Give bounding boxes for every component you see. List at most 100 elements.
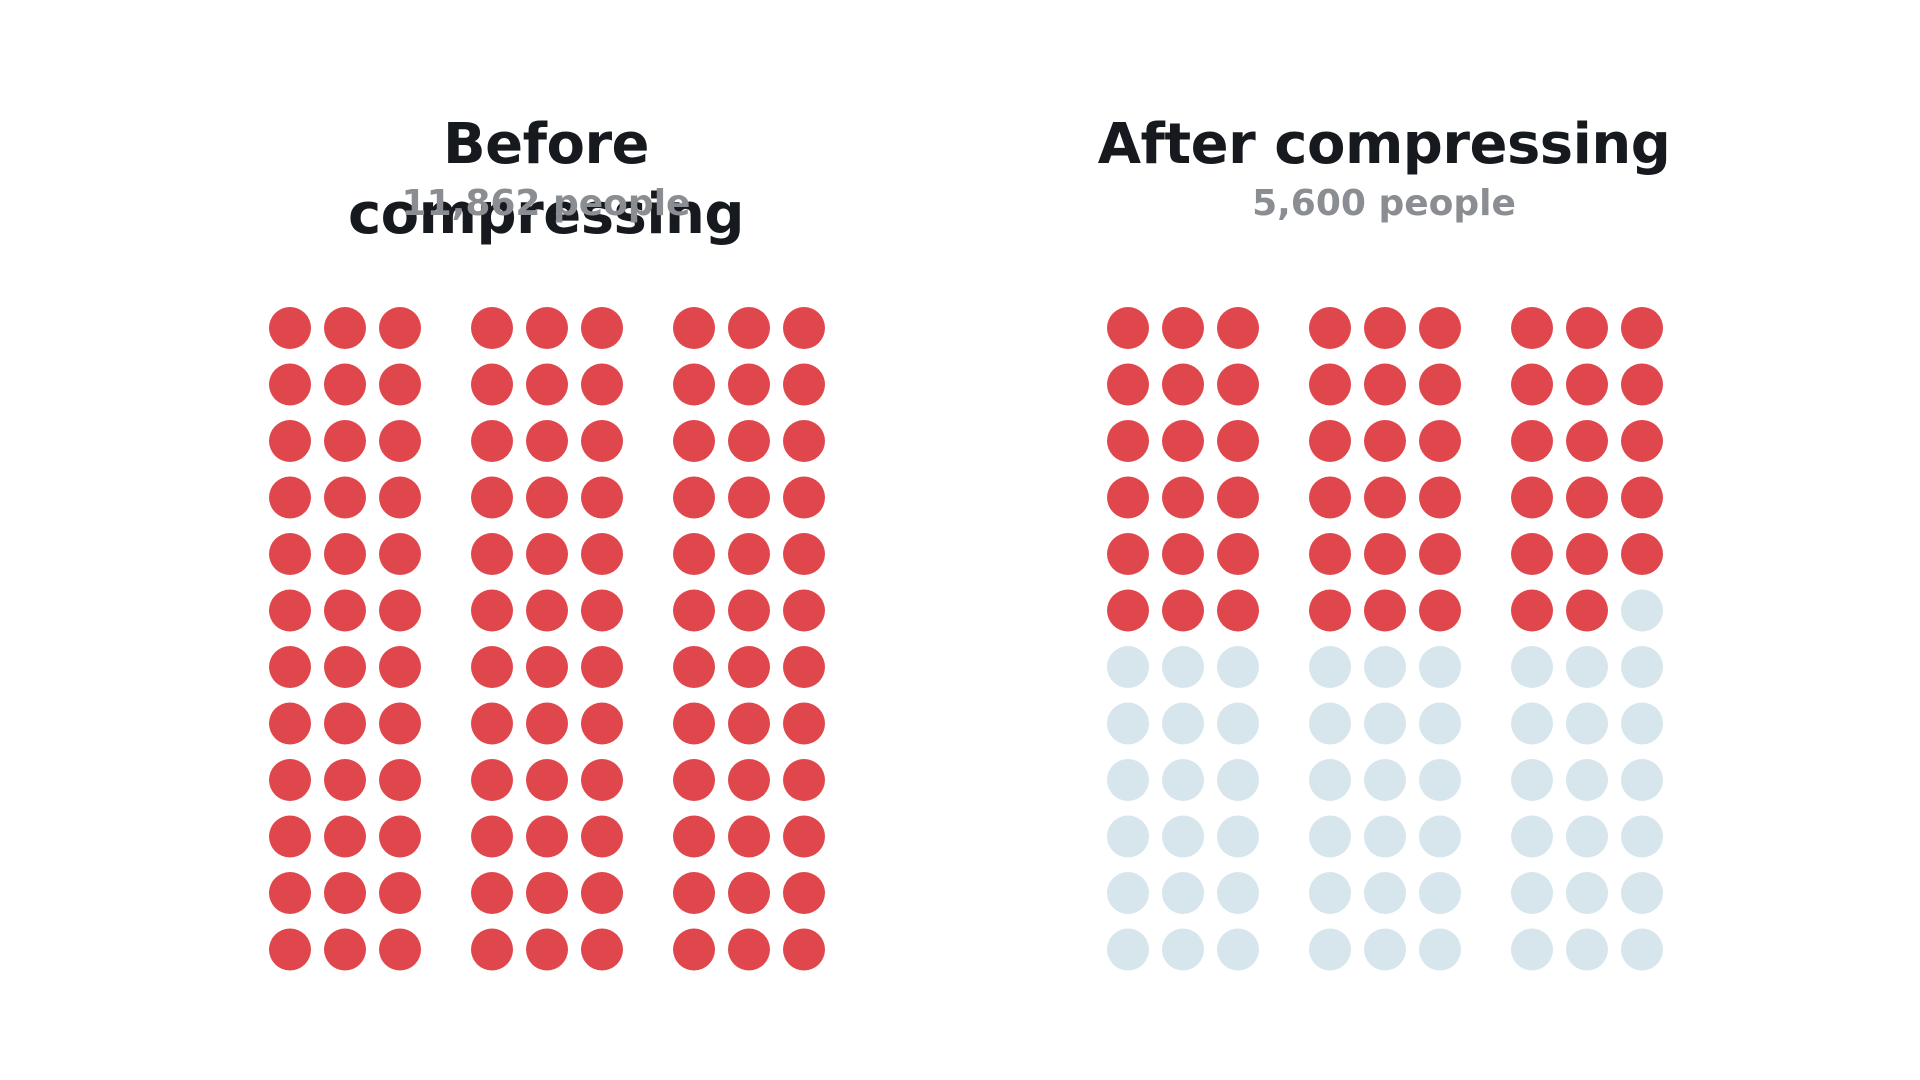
filled-dot (673, 759, 715, 801)
filled-dot (471, 702, 513, 745)
filled-dot (1511, 363, 1553, 406)
filled-dot (1621, 363, 1663, 406)
filled-dot (526, 928, 568, 971)
filled-dot (324, 420, 366, 462)
empty-dot (1364, 872, 1406, 914)
filled-dot (324, 759, 366, 801)
empty-dot (1566, 872, 1608, 914)
empty-dot (1162, 815, 1204, 858)
filled-dot (526, 476, 568, 519)
filled-dot (1162, 533, 1204, 575)
filled-dot (324, 589, 366, 632)
filled-dot (1107, 589, 1149, 632)
filled-dot (471, 759, 513, 801)
empty-dot (1107, 702, 1149, 745)
filled-dot (269, 872, 311, 914)
empty-dot (1419, 928, 1461, 971)
filled-dot (1621, 420, 1663, 462)
filled-dot (673, 363, 715, 406)
filled-dot (471, 815, 513, 858)
filled-dot (471, 589, 513, 632)
filled-dot (269, 928, 311, 971)
empty-dot (1419, 872, 1461, 914)
empty-dot (1511, 759, 1553, 801)
filled-dot (1107, 420, 1149, 462)
filled-dot (1364, 589, 1406, 632)
empty-dot (1162, 759, 1204, 801)
filled-dot (324, 815, 366, 858)
filled-dot (581, 589, 623, 632)
empty-dot (1419, 759, 1461, 801)
filled-dot (1364, 363, 1406, 406)
filled-dot (324, 363, 366, 406)
filled-dot (526, 589, 568, 632)
filled-dot (1419, 589, 1461, 632)
filled-dot (379, 533, 421, 575)
filled-dot (1309, 589, 1351, 632)
empty-dot (1217, 928, 1259, 971)
filled-dot (379, 307, 421, 349)
filled-dot (269, 815, 311, 858)
filled-dot (783, 759, 825, 801)
filled-dot (1419, 420, 1461, 462)
filled-dot (581, 646, 623, 688)
filled-dot (526, 646, 568, 688)
empty-dot (1419, 646, 1461, 688)
filled-dot (1217, 420, 1259, 462)
filled-dot (783, 307, 825, 349)
filled-dot (673, 476, 715, 519)
filled-dot (269, 589, 311, 632)
filled-dot (1162, 420, 1204, 462)
filled-dot (673, 928, 715, 971)
filled-dot (728, 646, 770, 688)
chart-subtitle: 11,862 people (401, 183, 691, 224)
filled-dot (728, 533, 770, 575)
filled-dot (1107, 533, 1149, 575)
filled-dot (728, 476, 770, 519)
empty-dot (1364, 815, 1406, 858)
empty-dot (1364, 646, 1406, 688)
empty-dot (1217, 872, 1259, 914)
filled-dot (673, 533, 715, 575)
filled-dot (1162, 589, 1204, 632)
empty-dot (1309, 702, 1351, 745)
filled-dot (673, 872, 715, 914)
empty-dot (1566, 702, 1608, 745)
filled-dot (1364, 307, 1406, 349)
filled-dot (269, 646, 311, 688)
filled-dot (783, 815, 825, 858)
filled-dot (673, 815, 715, 858)
filled-dot (728, 420, 770, 462)
filled-dot (1107, 363, 1149, 406)
filled-dot (526, 363, 568, 406)
filled-dot (1419, 307, 1461, 349)
filled-dot (581, 928, 623, 971)
empty-dot (1107, 872, 1149, 914)
filled-dot (269, 702, 311, 745)
empty-dot (1309, 872, 1351, 914)
filled-dot (673, 307, 715, 349)
empty-dot (1162, 646, 1204, 688)
empty-dot (1364, 928, 1406, 971)
filled-dot (1511, 476, 1553, 519)
empty-dot (1162, 872, 1204, 914)
filled-dot (1162, 476, 1204, 519)
filled-dot (673, 646, 715, 688)
empty-dot (1107, 759, 1149, 801)
filled-dot (526, 420, 568, 462)
filled-dot (324, 307, 366, 349)
filled-dot (1364, 476, 1406, 519)
filled-dot (1217, 589, 1259, 632)
filled-dot (379, 476, 421, 519)
filled-dot (1162, 363, 1204, 406)
filled-dot (581, 702, 623, 745)
filled-dot (269, 307, 311, 349)
filled-dot (471, 533, 513, 575)
empty-dot (1162, 702, 1204, 745)
filled-dot (673, 420, 715, 462)
filled-dot (1511, 589, 1553, 632)
filled-dot (379, 363, 421, 406)
filled-dot (379, 872, 421, 914)
filled-dot (581, 759, 623, 801)
empty-dot (1511, 928, 1553, 971)
